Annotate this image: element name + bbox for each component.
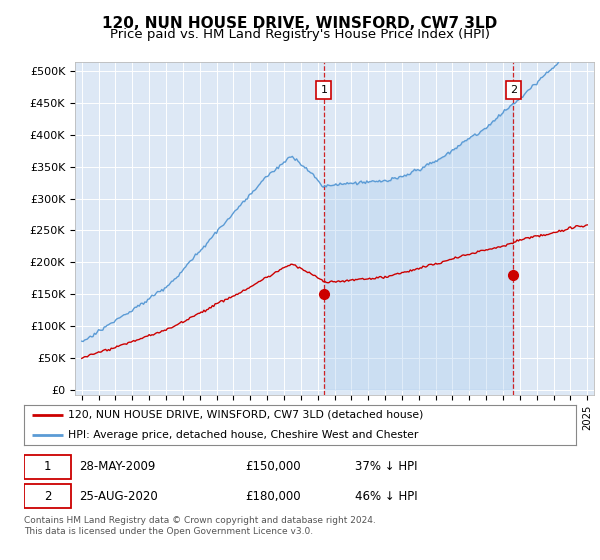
Text: 37% ↓ HPI: 37% ↓ HPI <box>355 460 418 473</box>
Text: Contains HM Land Registry data © Crown copyright and database right 2024.
This d: Contains HM Land Registry data © Crown c… <box>24 516 376 536</box>
FancyBboxPatch shape <box>24 484 71 508</box>
Text: 28-MAY-2009: 28-MAY-2009 <box>79 460 155 473</box>
Text: 2: 2 <box>44 489 51 502</box>
Text: 46% ↓ HPI: 46% ↓ HPI <box>355 489 418 502</box>
FancyBboxPatch shape <box>24 455 71 479</box>
Text: £180,000: £180,000 <box>245 489 301 502</box>
Text: 1: 1 <box>44 460 51 473</box>
Text: 1: 1 <box>320 85 328 95</box>
Text: £150,000: £150,000 <box>245 460 301 473</box>
Text: HPI: Average price, detached house, Cheshire West and Chester: HPI: Average price, detached house, Ches… <box>68 430 419 440</box>
Text: Price paid vs. HM Land Registry's House Price Index (HPI): Price paid vs. HM Land Registry's House … <box>110 28 490 41</box>
Text: 25-AUG-2020: 25-AUG-2020 <box>79 489 158 502</box>
Text: 2: 2 <box>510 85 517 95</box>
Text: 120, NUN HOUSE DRIVE, WINSFORD, CW7 3LD (detached house): 120, NUN HOUSE DRIVE, WINSFORD, CW7 3LD … <box>68 410 424 420</box>
Text: 120, NUN HOUSE DRIVE, WINSFORD, CW7 3LD: 120, NUN HOUSE DRIVE, WINSFORD, CW7 3LD <box>103 16 497 31</box>
